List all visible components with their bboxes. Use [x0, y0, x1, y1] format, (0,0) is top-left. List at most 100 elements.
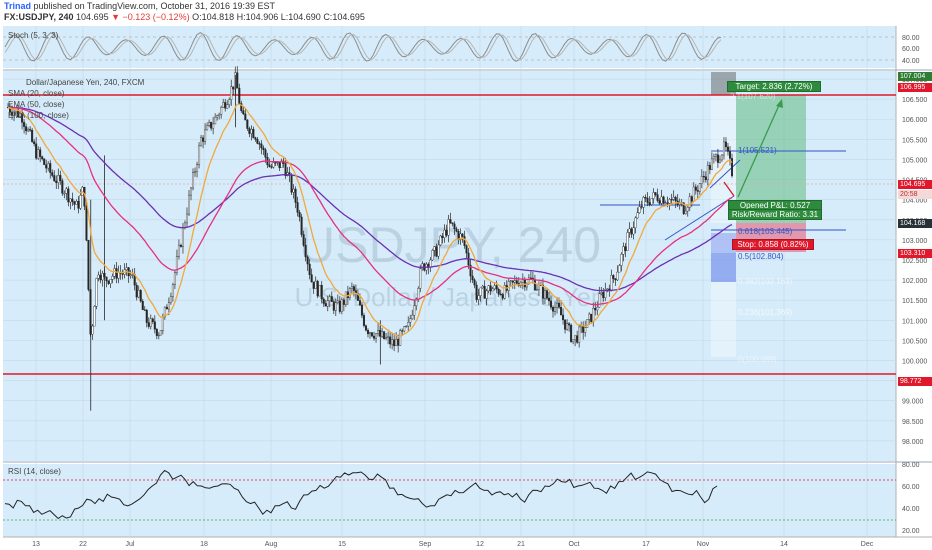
candle-body — [716, 154, 719, 163]
candle-body — [344, 291, 347, 305]
candle-body — [212, 123, 215, 129]
candle-body — [220, 107, 223, 115]
candle-body — [91, 325, 94, 335]
trend-line-upper[interactable] — [709, 159, 741, 189]
candle-body — [187, 194, 190, 215]
candle-body — [87, 240, 90, 290]
price-tick-label: 104.000 — [902, 198, 927, 205]
time-tick-label: 14 — [780, 541, 788, 548]
target-box[interactable]: Target: 2.836 (2.72%) — [727, 81, 821, 92]
candle-body — [63, 193, 66, 195]
candle-body — [153, 321, 156, 330]
candle-body — [722, 141, 725, 156]
candle-body — [610, 275, 613, 292]
sma-legend[interactable]: SMA (20, close) — [8, 89, 65, 98]
price-tick-label: 106.500 — [902, 97, 927, 104]
candle-body — [443, 229, 446, 238]
candle-body — [523, 279, 526, 288]
candle-body — [147, 322, 150, 327]
candle-body — [163, 306, 166, 318]
open-label: O: — [192, 12, 202, 22]
rsi-legend[interactable]: RSI (14, close) — [8, 467, 61, 476]
candle-body — [125, 267, 128, 271]
candle-body — [296, 202, 299, 213]
price-axis — [896, 26, 932, 537]
candle-body — [210, 121, 213, 129]
candle-body — [477, 295, 480, 300]
candle-body — [246, 119, 249, 129]
candle-body — [545, 290, 548, 299]
candle-body — [109, 279, 112, 284]
trend-line-lower[interactable] — [664, 195, 735, 241]
stoch-legend[interactable]: Stoch (5, 3, 3) — [8, 31, 59, 40]
candle-body — [594, 307, 597, 311]
candle-body — [272, 162, 275, 168]
price-tick-label: 105.000 — [902, 157, 927, 164]
candle-body — [228, 99, 231, 105]
candle-body — [244, 113, 247, 121]
candle-body — [718, 159, 721, 163]
candle-body — [473, 279, 476, 286]
candle-body — [596, 306, 599, 311]
candle-body — [566, 323, 569, 330]
fib-zone-05 — [711, 253, 736, 282]
stoch-tick-label: 80.00 — [902, 35, 920, 42]
candle-body — [558, 302, 561, 308]
candle-body — [75, 201, 78, 205]
price-tick-label: 98.500 — [902, 419, 924, 426]
candle-body — [200, 137, 203, 147]
candle-body — [463, 236, 466, 246]
candle-body — [157, 334, 160, 337]
candle-body — [706, 165, 709, 181]
main-legend-title[interactable]: Dollar/Japanese Yen, 240, FXCM — [26, 78, 145, 87]
candle-body — [236, 72, 239, 89]
candle-body — [308, 263, 311, 275]
candle-body — [521, 279, 524, 283]
candle-body — [622, 246, 625, 255]
time-tick-label: Oct — [569, 541, 580, 548]
candle-body — [576, 335, 579, 343]
candle-body — [590, 313, 593, 322]
candle-body — [39, 149, 42, 157]
candle-body — [529, 277, 532, 279]
candle-body — [196, 164, 199, 172]
candle-body — [224, 102, 227, 109]
price-tick-label: 101.000 — [902, 318, 927, 325]
candle-body — [242, 110, 245, 115]
candle-body — [690, 196, 693, 202]
ema100-legend[interactable]: EMA (100, close) — [8, 111, 69, 120]
candle-body — [252, 128, 255, 138]
close-value: 104.695 — [332, 12, 365, 22]
ema50-legend[interactable]: EMA (50, close) — [8, 100, 65, 109]
candle-body — [624, 246, 627, 251]
candle-body — [192, 172, 195, 189]
price-tick-label: 98.000 — [902, 439, 924, 446]
candle-body — [541, 284, 544, 299]
candle-body — [230, 86, 233, 100]
candle-body — [493, 285, 496, 290]
risk-reward-box[interactable]: Risk/Reward Ratio: 3.31 — [728, 209, 822, 220]
open-value: 104.818 — [201, 12, 235, 22]
stop-box[interactable]: Stop: 0.858 (0.82%) — [732, 239, 814, 250]
candle-body — [13, 111, 16, 116]
high-label: H: — [236, 12, 246, 22]
author-link[interactable]: Trinad — [4, 1, 32, 11]
candle-body — [483, 285, 486, 299]
candle-body — [214, 116, 217, 125]
candle-body — [694, 186, 697, 191]
candle-body — [489, 285, 492, 292]
candle-body — [628, 228, 631, 233]
candle-body — [385, 337, 388, 339]
candle-body — [616, 271, 619, 281]
candle-body — [169, 296, 172, 303]
candle-body — [682, 202, 685, 214]
candle-body — [334, 302, 337, 311]
candle-body — [173, 272, 176, 285]
candle-body — [439, 235, 442, 246]
candle-body — [564, 319, 567, 330]
candle-body — [29, 129, 32, 131]
resistance-price-label: 106.995 — [898, 83, 932, 92]
candle-body — [728, 151, 731, 159]
time-tick-label: Nov — [697, 541, 710, 548]
